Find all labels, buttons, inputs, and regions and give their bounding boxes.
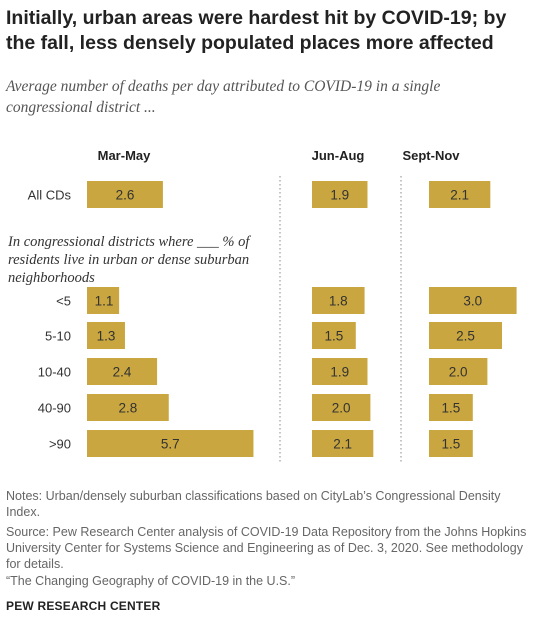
bar-mar-may-gt-90 [87,430,254,457]
bar-sept-nov-40-90 [429,394,473,421]
value-label-mar-may-all-cds: 2.6 [116,188,135,203]
value-label-mar-may-gt-90: 5.7 [161,437,180,452]
bar-sept-nov-5-10 [429,322,502,349]
bar-jun-aug-all-cds [312,181,368,208]
bar-mar-may-lt-5 [87,287,120,314]
row-label-40-90: 40-90 [38,401,71,416]
bar-jun-aug-gt-90 [312,430,374,457]
value-label-mar-may-10-40: 2.4 [113,365,132,380]
report-title: “The Changing Geography of COVID-19 in t… [6,574,296,588]
column-header-mar-may: Mar-May [98,148,152,163]
bar-sept-nov-lt-5 [429,287,517,314]
value-label-sept-nov-5-10: 2.5 [456,329,475,344]
bar-chart: Mar-May Jun-Aug Sept-Nov All CDs <5 5-10 10-40… [7,148,517,462]
column-header-sept-nov: Sept-Nov [402,148,460,163]
chart-title: Initially, urban areas were hardest hit … [6,7,507,54]
row-label-gt-90: >90 [49,437,71,452]
row-label-all-cds: All CDs [28,188,72,203]
value-label-jun-aug-5-10: 1.5 [325,329,344,344]
bar-jun-aug-lt-5 [312,287,365,314]
row-label-5-10: 5-10 [45,329,71,344]
value-label-jun-aug-10-40: 1.9 [330,365,349,380]
bar-sept-nov-gt-90 [429,430,473,457]
value-label-mar-may-5-10: 1.3 [97,329,116,344]
value-label-mar-may-lt-5: 1.1 [95,294,114,309]
chart-notes: Notes: Urban/densely suburban classifica… [6,489,501,519]
bar-jun-aug-10-40 [312,358,368,385]
value-label-sept-nov-40-90: 1.5 [442,401,461,416]
bar-jun-aug-40-90 [312,394,371,421]
value-label-jun-aug-gt-90: 2.1 [333,437,352,452]
row-label-10-40: 10-40 [38,365,71,380]
row-label-lt-5: <5 [56,294,71,309]
bar-sept-nov-10-40 [429,358,488,385]
value-label-mar-may-40-90: 2.8 [118,401,137,416]
chart-subtitle: Average number of deaths per day attribu… [6,78,441,116]
bar-sept-nov-all-cds [429,181,491,208]
bar-mar-may-all-cds [87,181,163,208]
value-label-jun-aug-lt-5: 1.8 [329,294,348,309]
value-label-sept-nov-all-cds: 2.1 [450,188,469,203]
bar-mar-may-10-40 [87,358,158,385]
pew-logo-text: PEW RESEARCH CENTER [6,599,161,613]
value-label-sept-nov-lt-5: 3.0 [463,294,482,309]
value-label-sept-nov-10-40: 2.0 [449,365,468,380]
group-label: In congressional districts where ___ % o… [7,234,251,286]
bar-jun-aug-5-10 [312,322,356,349]
value-label-sept-nov-gt-90: 1.5 [442,437,461,452]
value-label-jun-aug-all-cds: 1.9 [330,188,349,203]
column-header-jun-aug: Jun-Aug [312,148,365,163]
bar-mar-may-5-10 [87,322,125,349]
chart-source: Source: Pew Research Center analysis of … [6,525,527,571]
bar-mar-may-40-90 [87,394,169,421]
value-label-jun-aug-40-90: 2.0 [332,401,351,416]
